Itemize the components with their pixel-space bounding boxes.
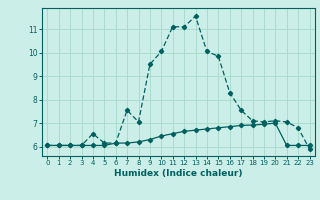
X-axis label: Humidex (Indice chaleur): Humidex (Indice chaleur): [114, 169, 243, 178]
